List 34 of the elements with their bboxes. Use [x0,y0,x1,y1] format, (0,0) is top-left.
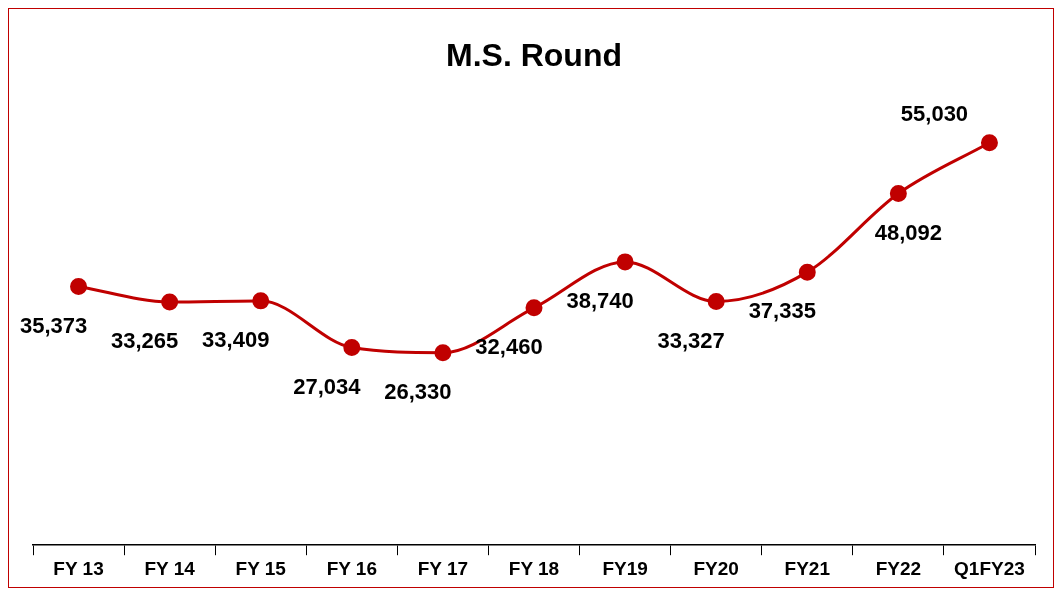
x-tick-label: FY19 [602,557,648,579]
x-tick-label: FY21 [784,557,831,579]
point [252,292,270,310]
data-label: 32,460 [475,333,543,359]
x-tick-label: Q1FY23 [954,557,1025,579]
data-label: 35,373 [19,312,88,338]
data-label: 26,330 [384,378,452,404]
point [798,263,816,281]
point [161,293,179,311]
point [434,344,452,362]
x-tick-label: FY 14 [144,557,196,579]
x-tick-label: FY 13 [53,557,104,579]
x-tick-label: FY20 [693,557,739,579]
point [70,278,88,296]
data-label: 55,030 [900,100,969,126]
x-tick-label: FY 18 [508,557,560,579]
point [525,299,543,317]
x-tick-label: FY 17 [417,557,469,579]
point [707,292,725,310]
chart-title: M.S. Round [446,37,622,74]
x-tick-label: FY22 [875,557,922,579]
data-label: 33,265 [110,327,179,353]
data-label: 33,327 [657,327,725,353]
data-label: 27,034 [293,373,362,399]
data-label: 48,092 [874,219,943,245]
data-label: 38,740 [566,287,634,313]
point [616,253,634,271]
x-tick-label: FY 16 [326,557,377,579]
x-tick-label: FY 15 [235,557,287,579]
point [889,184,907,202]
data-label: 37,335 [748,298,816,324]
data-label: 33,409 [202,326,270,352]
point [980,134,998,152]
point [343,338,361,356]
